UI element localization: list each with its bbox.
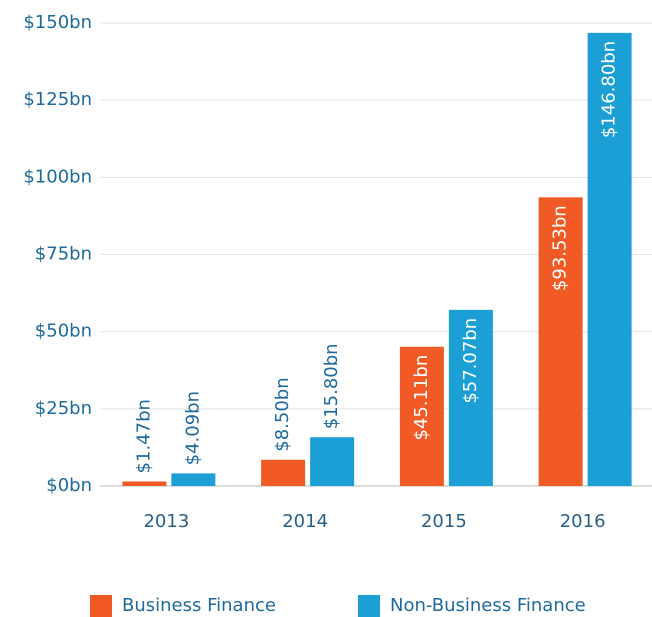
value-label: $57.07bn — [460, 318, 481, 404]
value-label: $146.80bn — [599, 41, 620, 138]
value-label: $45.11bn — [411, 355, 432, 441]
legend-swatch — [90, 595, 112, 617]
y-tick-label: $150bn — [23, 12, 92, 33]
y-tick-label: $25bn — [35, 398, 92, 419]
bar — [171, 473, 216, 486]
value-label: $1.47bn — [133, 399, 154, 473]
bar — [538, 197, 583, 486]
y-tick-label: $75bn — [35, 244, 92, 265]
value-label: $4.09bn — [182, 391, 203, 465]
bar — [261, 459, 306, 486]
x-tick-label: 2015 — [421, 511, 467, 532]
bar — [399, 346, 444, 486]
bar — [310, 437, 355, 486]
y-tick-label: $125bn — [23, 89, 92, 110]
legend-swatch — [358, 595, 380, 617]
legend-label: Business Finance — [122, 595, 276, 616]
bar — [448, 309, 493, 486]
value-label: $93.53bn — [550, 205, 571, 291]
x-tick-label: 2013 — [143, 511, 189, 532]
value-label: $15.80bn — [321, 343, 342, 429]
x-tick-label: 2016 — [560, 511, 606, 532]
x-tick-label: 2014 — [282, 511, 328, 532]
y-tick-label: $50bn — [35, 321, 92, 342]
y-tick-label: $100bn — [23, 166, 92, 187]
y-tick-label: $0bn — [46, 475, 92, 496]
legend-label: Non-Business Finance — [390, 595, 586, 616]
value-label: $8.50bn — [272, 377, 293, 451]
bar — [587, 32, 632, 487]
bar — [122, 481, 167, 486]
